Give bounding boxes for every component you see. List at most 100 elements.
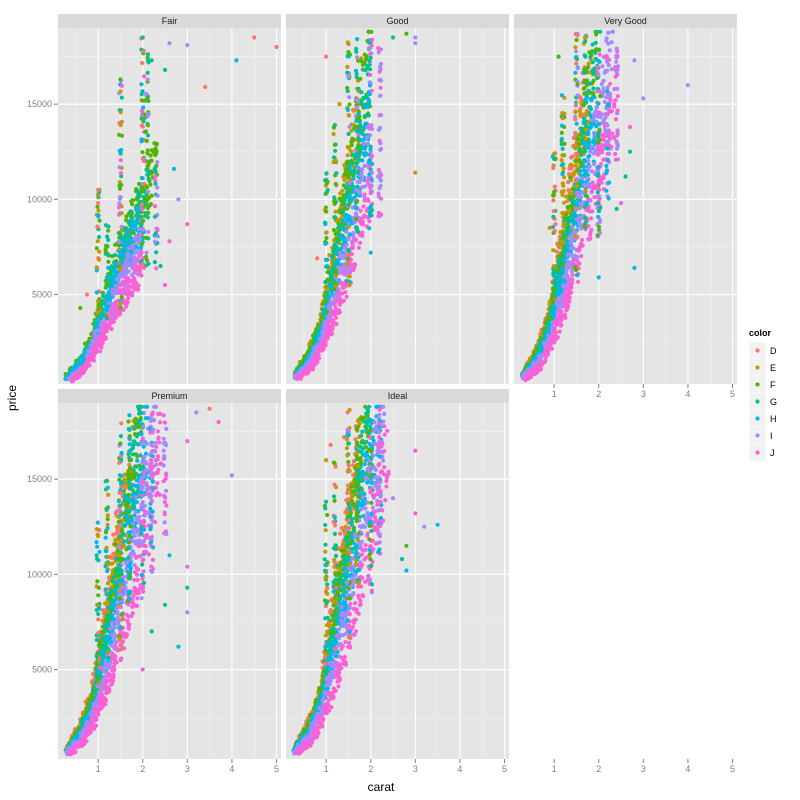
data-point [104,243,109,248]
data-point [354,161,359,166]
data-point [141,105,146,110]
data-point [378,85,383,90]
data-point [591,161,597,167]
data-point [139,139,144,144]
data-point [323,299,329,304]
data-point [134,286,139,291]
data-point [116,239,122,245]
data-point [140,60,145,66]
data-point [355,37,360,42]
data-point [298,375,303,380]
data-point [143,211,148,216]
data-point [361,95,366,101]
data-point [335,239,340,244]
data-point [358,130,363,135]
data-point [573,221,578,226]
data-point [119,95,124,100]
data-point [573,70,578,75]
data-point [560,271,565,276]
data-point [592,114,597,119]
data-point [548,344,553,349]
data-point [573,163,579,168]
data-point [106,259,111,264]
data-point [568,245,573,251]
data-point [143,92,148,97]
data-point [584,108,590,114]
data-point [124,275,129,280]
data-point [345,85,350,91]
data-point [596,152,601,157]
data-point [104,315,109,321]
data-point [614,46,619,51]
data-point [109,264,114,269]
data-point [582,224,587,229]
data-point [606,196,611,201]
data-point [333,148,338,153]
data-point [145,172,150,177]
data-point [153,174,158,179]
data-point [573,55,579,60]
data-point [559,93,565,98]
data-point [581,164,587,169]
data-point [122,244,127,249]
data-point [578,160,583,165]
data-point [596,72,601,78]
data-point [139,245,144,250]
data-point [566,265,572,270]
data-point [367,80,372,85]
data-point [112,309,117,314]
facet-panel: Premium [58,389,281,759]
data-point [124,218,129,223]
data-point [358,208,363,213]
data-point [326,320,331,325]
data-point [357,190,363,196]
data-point [360,222,365,227]
data-point [601,78,606,83]
data-point [353,68,359,73]
data-point [117,301,122,306]
data-point [367,67,373,72]
data-point [413,35,418,40]
facet-strip-label: Premium [151,391,187,401]
data-point [323,220,328,225]
data-point [96,213,101,218]
data-point [146,112,151,117]
data-point [144,263,149,268]
data-point [590,180,595,185]
data-point [595,105,600,110]
data-point [345,167,350,172]
data-point [362,146,367,151]
data-point [590,60,595,65]
data-point [582,120,587,125]
data-point [82,363,87,368]
data-point [111,269,117,274]
data-point [323,279,328,285]
data-point [551,192,556,197]
data-point [144,138,149,143]
data-point [553,222,558,227]
data-point [139,202,145,207]
data-point [358,240,363,245]
data-point [353,211,358,216]
data-point [350,107,355,112]
data-point [324,235,329,241]
data-point [367,98,372,103]
data-point [139,242,144,247]
data-point [583,149,588,154]
data-point [140,219,145,224]
data-point [325,336,330,341]
data-point [369,189,374,194]
data-point [146,176,151,181]
data-point [369,29,374,34]
data-point [155,193,160,198]
data-point [591,86,596,91]
data-point [126,296,131,301]
data-point [627,149,633,154]
data-point [586,61,591,66]
data-point [377,138,382,143]
data-point [154,151,159,156]
data-point [557,329,562,334]
data-point [106,297,111,302]
data-points [63,35,279,384]
data-point [94,268,99,273]
